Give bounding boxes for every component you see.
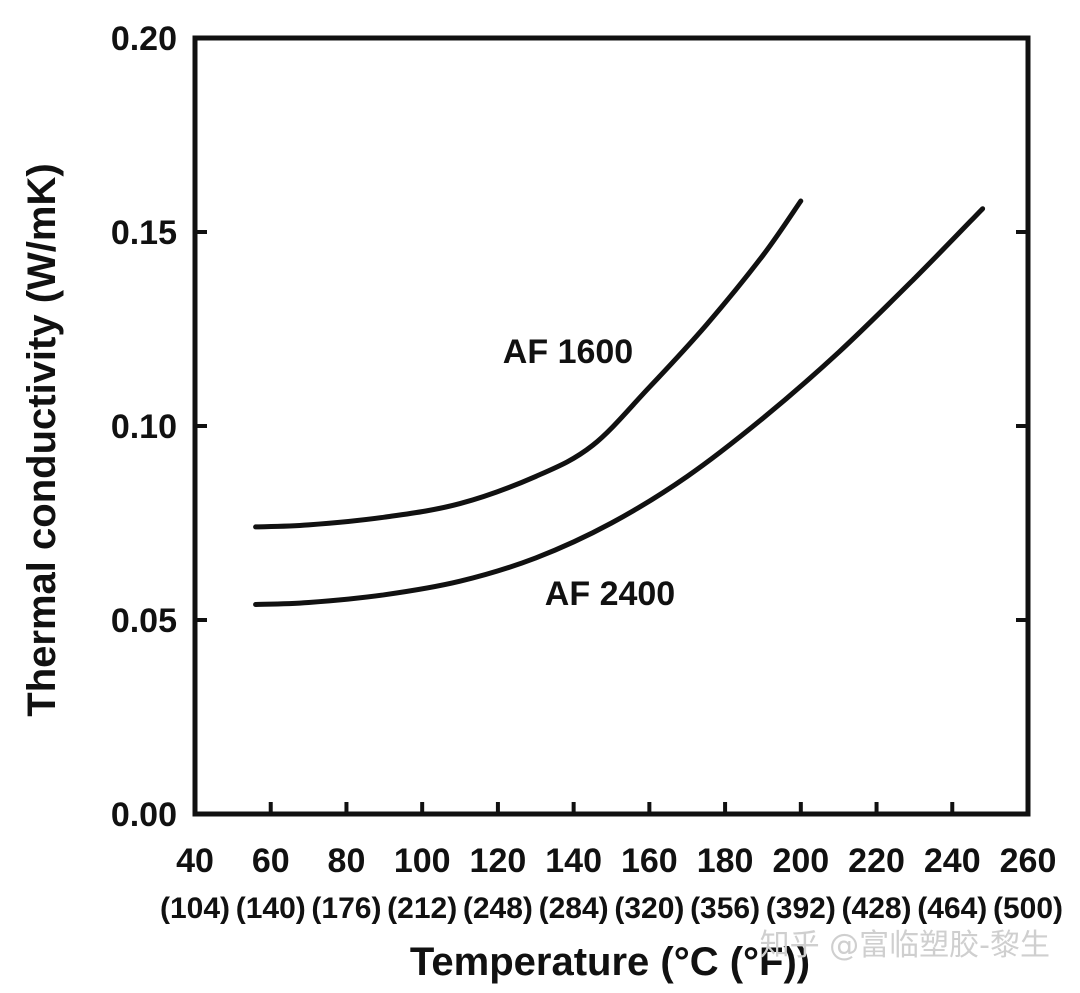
x-tick-label-fahrenheit: (428) [842,892,912,925]
x-tick-label-celsius: 140 [545,842,602,880]
x-axis-ticks: 40 (104) 60 (140) 80 (176) 100 (212) 120 (248) 140… [160,802,1063,925]
x-tick-label-fahrenheit: (320) [614,892,684,925]
series-label: AF 1600 [503,333,633,371]
x-tick-label-celsius: 60 [252,842,290,880]
x-tick-label-celsius: 260 [1000,842,1057,880]
x-tick-label-fahrenheit: (356) [690,892,760,925]
x-tick-label-celsius: 220 [848,842,905,880]
x-tick-label-fahrenheit: (104) [160,892,230,925]
series-line-af-2400 [253,206,986,607]
x-tick-label-fahrenheit: (392) [766,892,836,925]
x-tick-label-celsius: 160 [621,842,678,880]
series-line-af-1600 [253,198,804,530]
x-tick-label-celsius: 100 [394,842,451,880]
x-tick-label-celsius: 180 [697,842,754,880]
x-tick-label-fahrenheit: (212) [387,892,457,925]
x-tick-label-fahrenheit: (176) [311,892,381,925]
watermark-text: 知乎 @富临塑胶-黎生 [760,928,1050,963]
series-label: AF 2400 [545,575,675,613]
x-tick-label-fahrenheit: (284) [539,892,609,925]
x-tick-label-fahrenheit: (500) [993,892,1063,925]
x-tick-label-fahrenheit: (140) [236,892,306,925]
y-tick-label: 0.20 [111,20,177,58]
x-tick-label-celsius: 40 [176,842,214,880]
x-tick-label-fahrenheit: (464) [917,892,987,925]
x-axis-title: Temperature (°C (°F)) [410,940,810,984]
y-axis-title: Thermal conductivity (W/mK) [20,163,64,716]
y-tick-label: 0.10 [111,408,177,446]
series-layer: AF 1600 AF 2400 [253,198,986,613]
x-tick-label-celsius: 80 [328,842,366,880]
y-tick-label: 0.15 [111,214,177,252]
y-tick-label: 0.05 [111,602,177,640]
x-tick-label-fahrenheit: (248) [463,892,533,925]
y-axis-ticks: 0.00 0.05 0.10 0.15 0.20 [111,20,1028,834]
x-tick-label-celsius: 120 [470,842,527,880]
x-tick-label-celsius: 240 [924,842,981,880]
x-tick-label-celsius: 200 [772,842,829,880]
y-tick-label: 0.00 [111,796,177,834]
